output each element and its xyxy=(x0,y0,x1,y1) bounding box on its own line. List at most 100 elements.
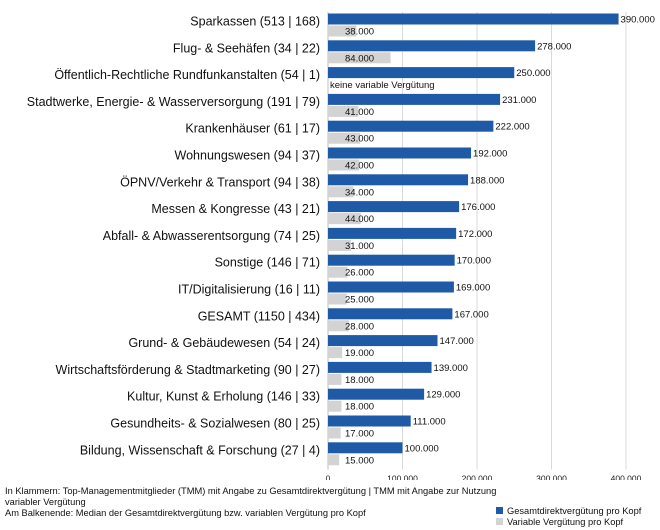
value-label-variable: 34.000 xyxy=(345,187,374,198)
bar-total xyxy=(328,93,501,105)
value-label-variable: 19.000 xyxy=(345,348,374,359)
value-label-total: 139.000 xyxy=(434,363,468,374)
bar-total xyxy=(328,120,494,132)
bar-total xyxy=(328,388,425,400)
bar-variable xyxy=(328,373,342,385)
bar-variable xyxy=(328,347,343,359)
bar-variable xyxy=(328,320,349,332)
legend: Gesamtdirektvergütung pro Kopf Variable … xyxy=(496,505,641,527)
legend-item-variable: Variable Vergütung pro Kopf xyxy=(496,516,641,527)
value-label-total: 231.000 xyxy=(502,95,536,106)
legend-label-total: Gesamtdirektvergütung pro Kopf xyxy=(507,505,642,516)
bar-variable xyxy=(328,293,347,305)
value-label-variable: 17.000 xyxy=(345,429,374,440)
value-label-total: 172.000 xyxy=(458,229,492,240)
bar-chart: Sparkassen (513 | 168) Flug- & Seehäfen (… xyxy=(27,12,655,480)
bar-variable xyxy=(328,266,348,278)
bar-variable xyxy=(328,213,361,225)
x-tick-label: 0 xyxy=(326,474,331,480)
value-labels: 390.000 38.000 278.000 84.000 250.000 keine v… xyxy=(330,15,655,467)
category-label: Kultur, Kunst & Erholung (146 | 33) xyxy=(127,390,320,404)
category-label: Sonstige (146 | 71) xyxy=(215,256,320,270)
value-label-variable: 42.000 xyxy=(345,161,374,172)
category-labels: Sparkassen (513 | 168) Flug- & Seehäfen (… xyxy=(27,15,320,458)
category-label: Öffentlich-Rechtliche Rundfunkanstalten … xyxy=(54,68,320,82)
bar-variable xyxy=(328,25,357,37)
x-axis: 0 100.000 200.000 300.000 400.000 xyxy=(326,474,642,480)
value-label-variable: 31.000 xyxy=(345,241,374,252)
bar-total xyxy=(328,13,619,25)
category-label: Gesundheits- & Sozialwesen (80 | 25) xyxy=(110,417,320,431)
value-label-variable: 26.000 xyxy=(345,268,374,279)
value-label-variable: 44.000 xyxy=(345,214,374,225)
bar-total xyxy=(328,415,411,427)
category-label: Wohnungswesen (94 | 37) xyxy=(175,149,320,163)
bar-total xyxy=(328,147,472,159)
bar-variable xyxy=(328,400,342,412)
value-label-variable: 28.000 xyxy=(345,321,374,332)
value-label-total: 170.000 xyxy=(457,256,491,267)
legend-swatch-total xyxy=(496,507,503,514)
bars xyxy=(328,13,619,466)
footnote-2: variabler Vergütung xyxy=(5,497,86,507)
bar-total xyxy=(328,174,469,186)
bar-variable xyxy=(328,186,354,198)
bar-total xyxy=(328,227,457,239)
category-label: Krankenhäuser (61 | 17) xyxy=(185,122,320,136)
value-label-total: 250.000 xyxy=(516,68,550,79)
value-label-variable: 25.000 xyxy=(345,295,374,306)
bar-variable xyxy=(328,52,391,64)
value-label-total: 390.000 xyxy=(621,15,655,26)
bar-variable xyxy=(328,427,341,439)
category-label: Sparkassen (513 | 168) xyxy=(190,15,320,29)
bar-total xyxy=(328,67,515,79)
bar-total xyxy=(328,308,453,320)
category-label: Bildung, Wissenschaft & Forschung (27 | … xyxy=(80,443,320,457)
value-label-total: 278.000 xyxy=(537,41,571,52)
bar-total xyxy=(328,442,403,454)
bar-variable xyxy=(328,454,340,466)
value-label-variable: 18.000 xyxy=(345,402,374,413)
footnote-1: In Klammern: Top-Managementmitglieder (T… xyxy=(5,486,497,496)
bar-variable xyxy=(328,159,360,171)
value-label-total: 188.000 xyxy=(470,175,504,186)
bar-total xyxy=(328,361,432,373)
value-label-variable: 38.000 xyxy=(345,27,374,38)
x-tick-label: 100.000 xyxy=(387,474,418,480)
bar-variable xyxy=(328,239,352,251)
value-label-total: 129.000 xyxy=(426,390,460,401)
bar-variable xyxy=(328,132,361,144)
value-label-total: 192.000 xyxy=(473,149,507,160)
bar-total xyxy=(328,254,455,266)
footnote-3: Am Balkenende: Median der Gesamtdirektve… xyxy=(5,508,366,518)
x-tick-label: 300.000 xyxy=(536,474,567,480)
legend-label-variable: Variable Vergütung pro Kopf xyxy=(507,516,624,527)
category-label: Stadtwerke, Energie- & Wasserversorgung … xyxy=(27,95,320,109)
value-label-total: 176.000 xyxy=(461,202,495,213)
bar-total xyxy=(328,281,454,293)
x-tick-label: 400.000 xyxy=(611,474,642,480)
bar-variable xyxy=(328,105,359,117)
value-label-variable: 15.000 xyxy=(345,455,374,466)
value-label-variable: 41.000 xyxy=(345,107,374,118)
value-label-total: 147.000 xyxy=(440,336,474,347)
value-label-variable: keine variable Vergütung xyxy=(330,80,435,91)
legend-item-total: Gesamtdirektvergütung pro Kopf xyxy=(496,505,641,516)
bar-total xyxy=(328,335,438,347)
value-label-total: 111.000 xyxy=(413,417,446,428)
value-label-variable: 18.000 xyxy=(345,375,374,386)
value-label-total: 100.000 xyxy=(405,443,439,454)
bar-total xyxy=(328,201,460,213)
category-label: ÖPNV/Verkehr & Transport (94 | 38) xyxy=(120,175,320,189)
category-label: Grund- & Gebäudewesen (54 | 24) xyxy=(128,336,320,350)
x-tick-label: 200.000 xyxy=(462,474,493,480)
category-label: Flug- & Seehäfen (34 | 22) xyxy=(173,41,320,55)
category-label: Messen & Kongresse (43 | 21) xyxy=(151,202,320,216)
bar-total xyxy=(328,40,536,52)
value-label-total: 167.000 xyxy=(454,309,488,320)
category-label: Abfall- & Abwasserentsorgung (74 | 25) xyxy=(103,229,320,243)
category-label: IT/Digitalisierung (16 | 11) xyxy=(178,283,320,297)
category-label: GESAMT (1150 | 434) xyxy=(198,309,320,323)
legend-swatch-variable xyxy=(496,518,503,525)
value-label-total: 169.000 xyxy=(456,283,490,294)
